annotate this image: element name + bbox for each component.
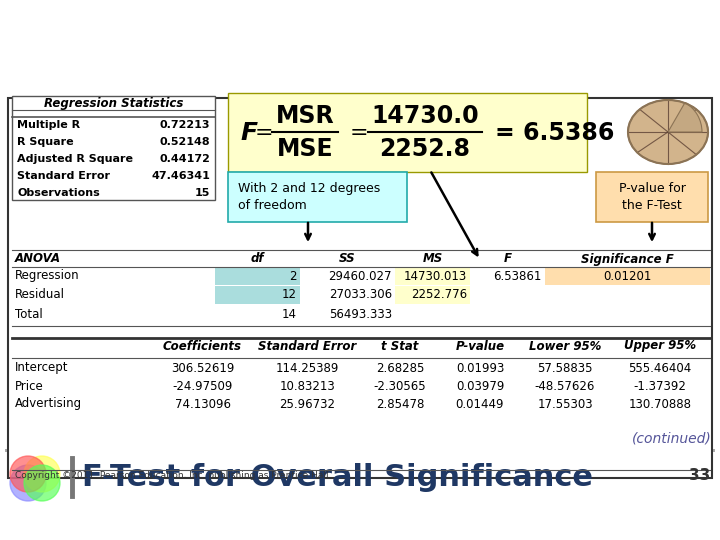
Text: 130.70888: 130.70888 — [629, 397, 691, 410]
Text: =: = — [255, 123, 274, 143]
Text: 2.85478: 2.85478 — [376, 397, 424, 410]
Text: 12: 12 — [282, 288, 297, 301]
Text: =: = — [350, 123, 369, 143]
Text: -1.37392: -1.37392 — [634, 380, 686, 393]
Text: 306.52619: 306.52619 — [171, 361, 234, 375]
Text: SS: SS — [339, 253, 356, 266]
Text: 14: 14 — [282, 307, 297, 321]
Text: 74.13096: 74.13096 — [174, 397, 230, 410]
Text: ANOVA: ANOVA — [15, 253, 61, 266]
Text: 33: 33 — [689, 468, 710, 483]
FancyBboxPatch shape — [215, 267, 300, 285]
Text: F: F — [240, 121, 257, 145]
Text: 25.96732: 25.96732 — [279, 397, 336, 410]
FancyBboxPatch shape — [12, 96, 215, 200]
Text: 0.03979: 0.03979 — [456, 380, 504, 393]
FancyBboxPatch shape — [5, 449, 715, 452]
Text: = 6.5386: = 6.5386 — [495, 121, 614, 145]
Text: df: df — [251, 253, 264, 266]
Text: Advertising: Advertising — [15, 397, 82, 410]
Text: 2252.8: 2252.8 — [379, 137, 470, 161]
Text: Multiple R: Multiple R — [17, 120, 80, 130]
Text: 2: 2 — [289, 269, 297, 282]
Text: -24.97509: -24.97509 — [172, 380, 233, 393]
Text: Coefficients: Coefficients — [163, 340, 242, 353]
Text: 15: 15 — [194, 188, 210, 198]
Circle shape — [10, 465, 46, 501]
Text: Regression Statistics: Regression Statistics — [44, 97, 183, 110]
Text: 0.01449: 0.01449 — [456, 397, 504, 410]
Text: t Stat: t Stat — [382, 340, 419, 353]
Text: Standard Error: Standard Error — [17, 171, 110, 181]
Text: 14730.0: 14730.0 — [372, 104, 479, 128]
FancyBboxPatch shape — [395, 286, 470, 304]
Text: Adjusted R Square: Adjusted R Square — [17, 154, 133, 164]
Text: Significance F: Significance F — [581, 253, 674, 266]
Circle shape — [10, 456, 46, 492]
Text: 57.58835: 57.58835 — [537, 361, 593, 375]
Text: 14730.013: 14730.013 — [404, 269, 467, 282]
Ellipse shape — [628, 100, 708, 164]
Text: Lower 95%: Lower 95% — [528, 340, 601, 353]
Text: -2.30565: -2.30565 — [374, 380, 426, 393]
Text: Regression: Regression — [15, 269, 80, 282]
Text: 17.55303: 17.55303 — [537, 397, 593, 410]
Text: 0.52148: 0.52148 — [159, 137, 210, 147]
Text: Price: Price — [15, 380, 44, 393]
Text: 0.44172: 0.44172 — [159, 154, 210, 164]
Text: -48.57626: -48.57626 — [535, 380, 595, 393]
Text: 0.01993: 0.01993 — [456, 361, 504, 375]
FancyBboxPatch shape — [8, 98, 712, 478]
Text: With 2 and 12 degrees
of freedom: With 2 and 12 degrees of freedom — [238, 182, 380, 212]
Wedge shape — [668, 103, 702, 132]
Text: 56493.333: 56493.333 — [329, 307, 392, 321]
Text: MSR: MSR — [276, 104, 334, 128]
Text: P-value: P-value — [456, 340, 505, 353]
Text: 10.83213: 10.83213 — [279, 380, 336, 393]
Text: 0.72213: 0.72213 — [160, 120, 210, 130]
Text: F: F — [503, 253, 511, 266]
Text: 47.46341: 47.46341 — [151, 171, 210, 181]
Text: Total: Total — [15, 307, 42, 321]
Text: 29460.027: 29460.027 — [328, 269, 392, 282]
Circle shape — [24, 465, 60, 501]
Text: 555.46404: 555.46404 — [629, 361, 692, 375]
Text: Upper 95%: Upper 95% — [624, 340, 696, 353]
Text: F-Test for Overall Significance: F-Test for Overall Significance — [82, 462, 593, 491]
Text: 27033.306: 27033.306 — [329, 288, 392, 301]
Text: (continued): (continued) — [632, 431, 712, 445]
Text: 2.68285: 2.68285 — [376, 361, 424, 375]
Text: MS: MS — [423, 253, 443, 266]
Text: Intercept: Intercept — [15, 361, 68, 375]
FancyBboxPatch shape — [395, 267, 470, 285]
FancyBboxPatch shape — [596, 172, 708, 222]
FancyBboxPatch shape — [228, 172, 407, 222]
Text: Copyright ©2011  Pearson Education, Inc. publishing as Prentice Hall: Copyright ©2011 Pearson Education, Inc. … — [15, 470, 328, 480]
FancyBboxPatch shape — [545, 267, 710, 285]
Text: MSE: MSE — [276, 137, 333, 161]
Text: R Square: R Square — [17, 137, 73, 147]
FancyBboxPatch shape — [215, 286, 300, 304]
FancyBboxPatch shape — [228, 93, 587, 172]
Text: Standard Error: Standard Error — [258, 340, 356, 353]
Text: 114.25389: 114.25389 — [276, 361, 339, 375]
Text: Residual: Residual — [15, 288, 65, 301]
Text: 2252.776: 2252.776 — [411, 288, 467, 301]
Text: 0.01201: 0.01201 — [603, 269, 652, 282]
Circle shape — [24, 456, 60, 492]
Text: 6.53861: 6.53861 — [494, 269, 542, 282]
Text: P-value for
the F-Test: P-value for the F-Test — [618, 182, 685, 212]
Text: Observations: Observations — [17, 188, 100, 198]
